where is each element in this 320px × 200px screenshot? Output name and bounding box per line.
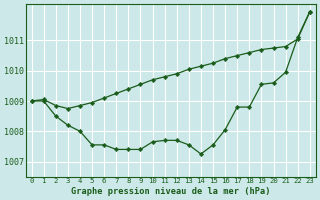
X-axis label: Graphe pression niveau de la mer (hPa): Graphe pression niveau de la mer (hPa) <box>71 187 270 196</box>
